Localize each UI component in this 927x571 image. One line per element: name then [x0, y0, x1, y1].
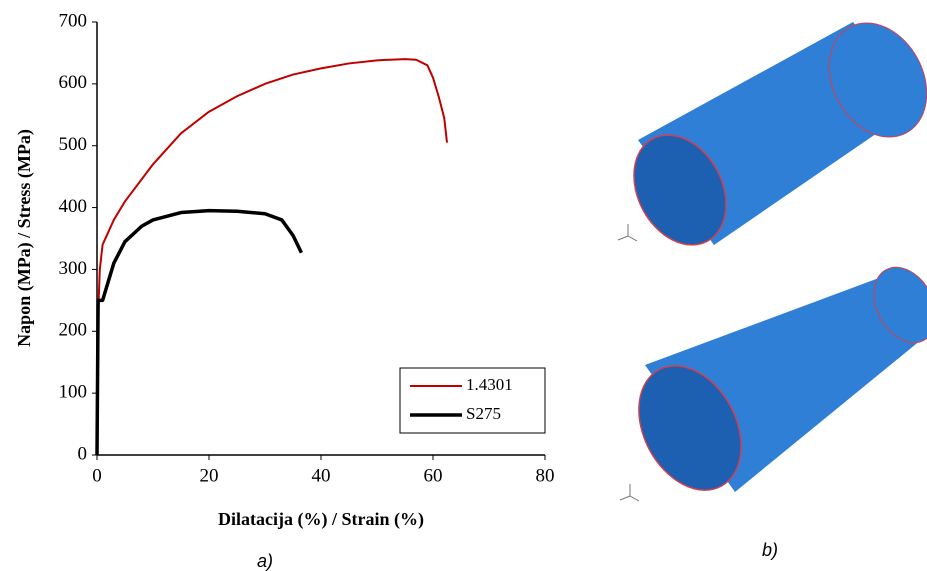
y-tick-label: 500: [59, 134, 88, 155]
y-tick-label: 200: [59, 320, 88, 341]
y-tick-label: 600: [59, 72, 88, 93]
series-line: [97, 211, 301, 455]
x-tick-label: 20: [200, 465, 219, 486]
figure: Dilatacija (%) / Strain (%) Napon (MPa) …: [0, 0, 927, 571]
y-tick-label: 700: [59, 10, 88, 31]
y-tick-label: 0: [78, 443, 88, 464]
x-tick-label: 40: [312, 465, 331, 486]
legend-label: S275: [466, 404, 501, 423]
legend-label: 1.4301: [466, 375, 513, 394]
cylinder-model: [616, 6, 927, 261]
series-line: [97, 59, 447, 455]
x-tick-label: 80: [536, 465, 555, 486]
cone-model: [618, 257, 927, 508]
caption-a: a): [257, 551, 273, 571]
y-tick-label: 100: [59, 382, 88, 403]
x-axis-title: Dilatacija (%) / Strain (%): [218, 509, 424, 530]
x-tick-label: 0: [92, 465, 102, 486]
y-axis-title: Napon (MPa) / Stress (MPa): [14, 129, 35, 347]
caption-b: b): [762, 540, 778, 560]
y-tick-label: 400: [59, 196, 88, 217]
x-tick-label: 60: [424, 465, 443, 486]
y-tick-label: 300: [59, 258, 88, 279]
